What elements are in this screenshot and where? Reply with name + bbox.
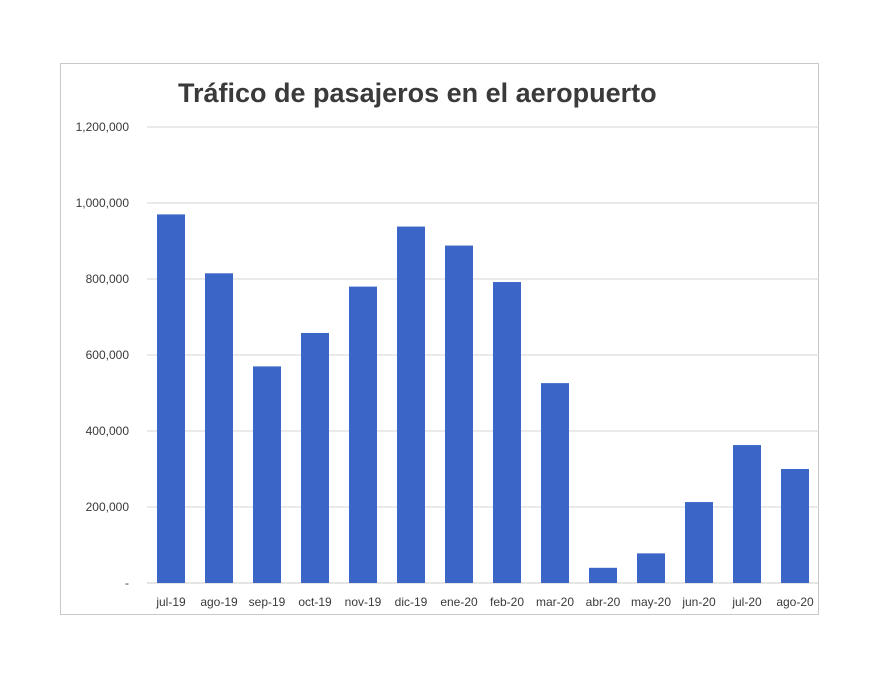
x-tick-label: ago-19 (200, 595, 238, 609)
bar (685, 502, 713, 583)
bar (349, 286, 377, 583)
bar (205, 273, 233, 583)
x-tick-label: feb-20 (490, 595, 524, 609)
bar (637, 553, 665, 583)
bar (589, 567, 617, 583)
x-tick-label: ago-20 (776, 595, 814, 609)
x-tick-label: abr-20 (586, 595, 621, 609)
y-tick-label: 400,000 (86, 424, 130, 438)
bar (781, 469, 809, 583)
x-tick-label: dic-19 (395, 595, 428, 609)
x-tick-label: jun-20 (681, 595, 716, 609)
x-tick-label: jul-20 (731, 595, 762, 609)
y-tick-label: 600,000 (86, 348, 130, 362)
chart-title: Tráfico de pasajeros en el aeropuerto (178, 78, 657, 108)
bar (397, 226, 425, 583)
bar (301, 332, 329, 583)
bar (253, 366, 281, 583)
x-tick-label: jul-19 (155, 595, 186, 609)
bar (493, 282, 521, 583)
bar (445, 245, 473, 583)
y-tick-label: 1,000,000 (76, 196, 130, 210)
y-tick-label: - (125, 576, 129, 590)
x-tick-label: may-20 (631, 595, 671, 609)
x-tick-label: oct-19 (298, 595, 332, 609)
x-tick-label: ene-20 (440, 595, 478, 609)
bar (733, 445, 761, 583)
y-tick-label: 200,000 (86, 500, 130, 514)
bar (541, 383, 569, 583)
x-tick-label: nov-19 (345, 595, 382, 609)
x-tick-label: sep-19 (249, 595, 286, 609)
y-tick-label: 800,000 (86, 272, 130, 286)
x-tick-label: mar-20 (536, 595, 574, 609)
y-tick-label: 1,200,000 (76, 120, 130, 134)
bar (157, 214, 185, 583)
